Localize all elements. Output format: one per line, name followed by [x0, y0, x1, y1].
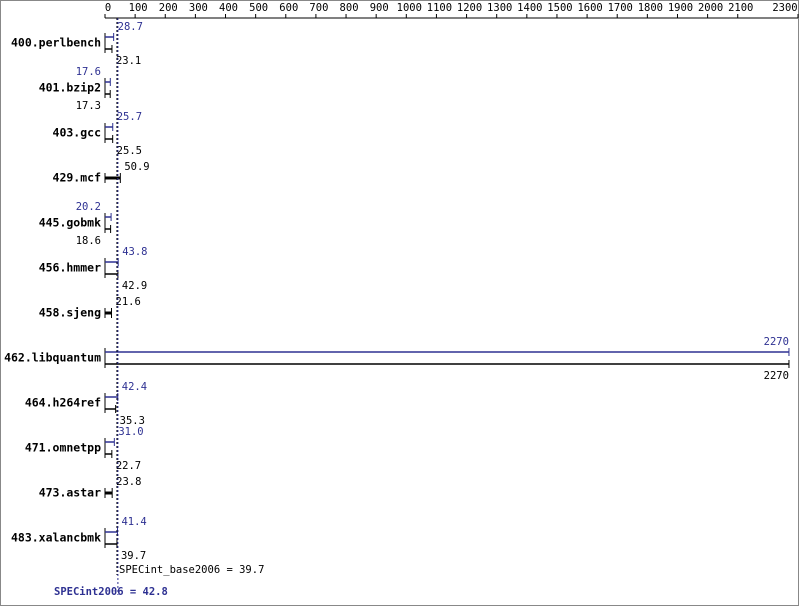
value-label: 21.6: [116, 296, 141, 308]
x-tick-label: 1200: [457, 2, 482, 14]
category-label: 458.sjeng: [39, 306, 101, 320]
value-label: 25.7: [117, 111, 142, 123]
value-label: 23.1: [116, 55, 141, 67]
x-tick-label: 800: [340, 2, 359, 14]
value-label: 42.9: [122, 280, 147, 292]
category-label: 400.perlbench: [11, 36, 101, 50]
x-tick-label: 1600: [577, 2, 602, 14]
value-label: 35.3: [120, 415, 145, 427]
value-label: 2270: [764, 370, 789, 382]
x-tick-label: 500: [249, 2, 268, 14]
x-tick-label: 2300: [772, 2, 797, 14]
x-tick-label: 1500: [547, 2, 572, 14]
x-tick-label: 100: [129, 2, 148, 14]
x-tick-label: 300: [189, 2, 208, 14]
x-tick-label: 2100: [728, 2, 753, 14]
value-label: 31.0: [118, 426, 143, 438]
x-tick-label: 1700: [608, 2, 633, 14]
x-tick-label: 1300: [487, 2, 512, 14]
value-label: 50.9: [124, 161, 149, 173]
x-tick-label: 900: [370, 2, 389, 14]
x-tick-label: 1800: [638, 2, 663, 14]
x-tick-label: 1100: [427, 2, 452, 14]
category-label: 403.gcc: [53, 126, 101, 140]
x-tick-label: 600: [279, 2, 298, 14]
value-label: 28.7: [118, 21, 143, 33]
value-label: 42.4: [122, 381, 147, 393]
category-label: 473.astar: [39, 486, 101, 500]
value-label: 20.2: [76, 201, 101, 213]
value-label: 39.7: [121, 550, 146, 562]
x-tick-label: 400: [219, 2, 238, 14]
category-label: 429.mcf: [53, 171, 102, 185]
value-label: 17.6: [76, 66, 101, 78]
category-label: 445.gobmk: [39, 216, 101, 230]
reference-label: SPECint2006 = 42.8: [54, 586, 168, 598]
category-label: 456.hmmer: [39, 261, 101, 275]
category-label: 401.bzip2: [39, 81, 101, 95]
value-label: 43.8: [122, 246, 147, 258]
category-label: 471.omnetpp: [25, 441, 101, 455]
x-tick-label: 0: [105, 2, 111, 14]
value-label: 22.7: [116, 460, 141, 472]
value-label: 2270: [764, 336, 789, 348]
category-label: 483.xalancbmk: [11, 531, 101, 545]
x-tick-label: 700: [309, 2, 328, 14]
category-label: 464.h264ref: [25, 396, 101, 410]
value-label: 17.3: [76, 100, 101, 112]
category-label: 462.libquantum: [4, 351, 101, 365]
value-label: 18.6: [76, 235, 101, 247]
x-tick-label: 1000: [397, 2, 422, 14]
value-label: 23.8: [116, 476, 141, 488]
x-tick-label: 1900: [668, 2, 693, 14]
value-label: 25.5: [117, 145, 142, 157]
x-tick-label: 200: [159, 2, 178, 14]
x-tick-label: 2000: [698, 2, 723, 14]
value-label: 41.4: [121, 516, 146, 528]
reference-label: SPECint_base2006 = 39.7: [119, 564, 264, 576]
x-tick-label: 1400: [517, 2, 542, 14]
